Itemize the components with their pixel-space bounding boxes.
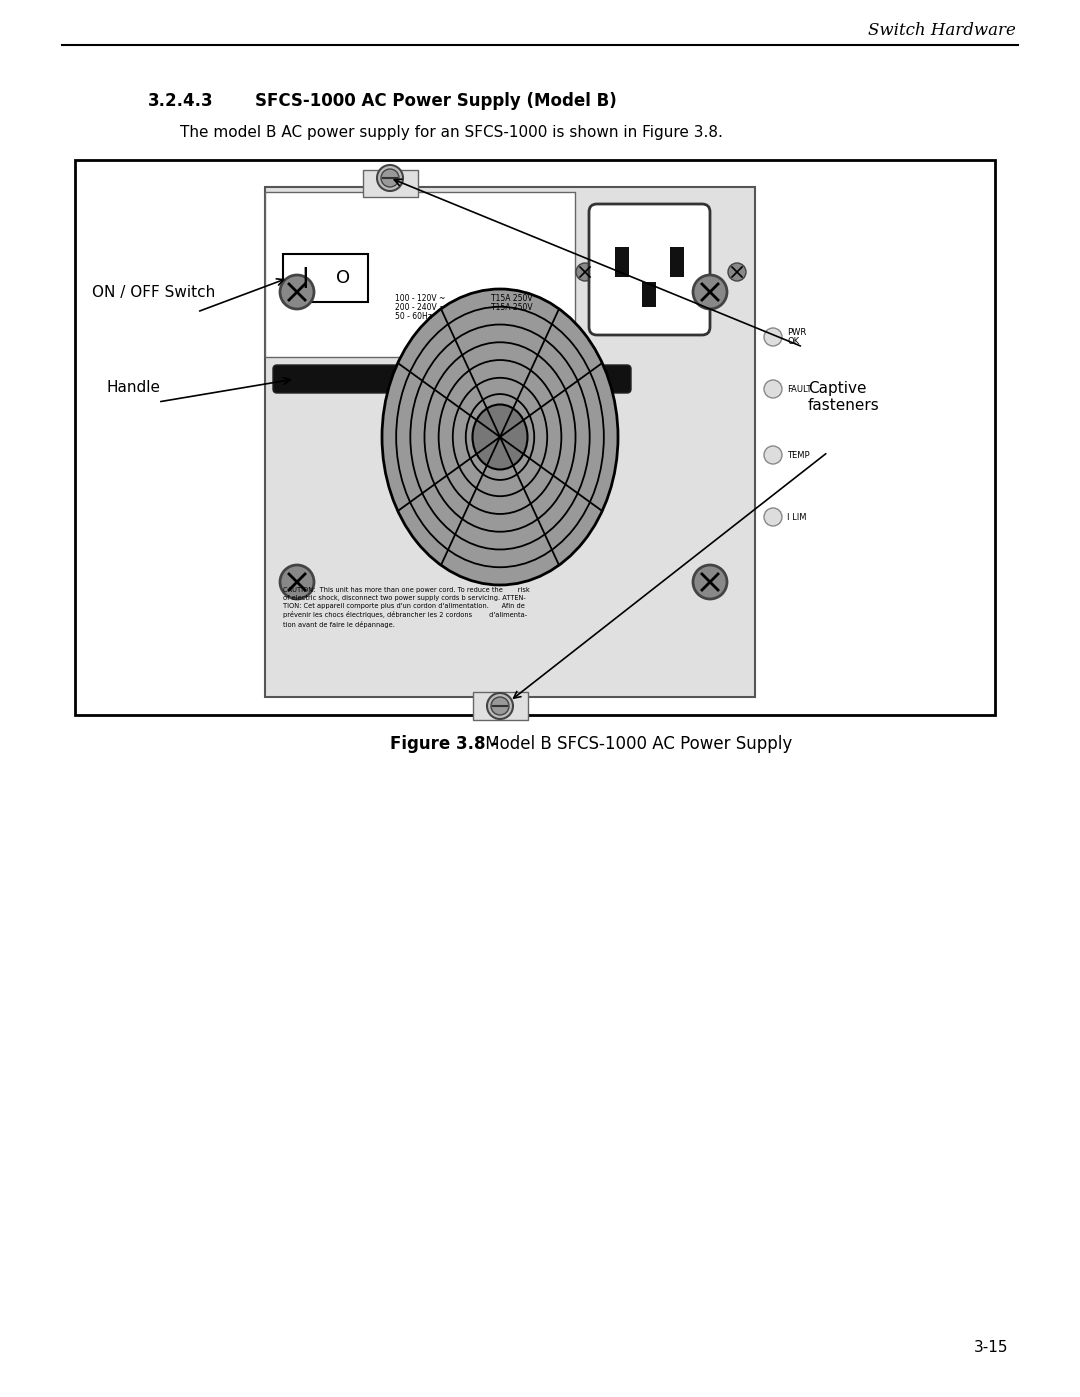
Text: O: O [336,270,350,286]
Ellipse shape [438,360,562,514]
Circle shape [381,169,399,187]
Text: SFCS-1000 AC Power Supply (Model B): SFCS-1000 AC Power Supply (Model B) [255,92,617,110]
Circle shape [693,275,727,309]
Circle shape [487,693,513,719]
Text: TEMP: TEMP [787,450,810,460]
Text: FAULT: FAULT [787,384,811,394]
Text: ON / OFF Switch: ON / OFF Switch [92,285,215,299]
Circle shape [693,564,727,599]
Circle shape [280,564,314,599]
FancyBboxPatch shape [363,170,418,197]
Text: Figure 3.8 -: Figure 3.8 - [390,735,498,753]
Circle shape [280,275,314,309]
Circle shape [764,446,782,464]
Text: PWR
OK: PWR OK [787,328,807,346]
Text: |: | [301,267,309,289]
Text: The model B AC power supply for an SFCS-1000 is shown in Figure 3.8.: The model B AC power supply for an SFCS-… [180,124,723,140]
Ellipse shape [453,377,548,496]
FancyBboxPatch shape [273,365,631,393]
Ellipse shape [410,324,590,549]
FancyBboxPatch shape [265,187,755,697]
Ellipse shape [465,394,535,481]
Text: Model B SFCS-1000 AC Power Supply: Model B SFCS-1000 AC Power Supply [480,735,793,753]
Ellipse shape [382,289,618,585]
Text: 50 - 60Hz: 50 - 60Hz [395,312,432,321]
Text: 200 - 240V ~: 200 - 240V ~ [395,303,446,312]
Bar [642,282,656,307]
Bar [470,303,488,310]
Circle shape [377,165,403,191]
Text: Handle: Handle [106,380,160,394]
FancyBboxPatch shape [473,692,528,719]
Circle shape [491,697,509,715]
Circle shape [764,380,782,398]
FancyBboxPatch shape [283,254,368,302]
Circle shape [764,509,782,527]
Text: Captive
fasteners: Captive fasteners [808,381,880,414]
Bar [615,247,629,277]
Text: 3-15: 3-15 [973,1340,1008,1355]
Text: T15A 250V: T15A 250V [491,303,532,312]
Ellipse shape [424,342,576,532]
Circle shape [764,328,782,346]
Text: Switch Hardware: Switch Hardware [868,22,1016,39]
Ellipse shape [396,307,604,567]
Text: 100 - 120V ~: 100 - 120V ~ [395,293,445,303]
Circle shape [576,263,594,281]
Text: T15A 250V: T15A 250V [491,293,532,303]
Circle shape [728,263,746,281]
Bar [470,312,488,319]
Text: I LIM: I LIM [787,513,807,521]
FancyBboxPatch shape [75,161,995,715]
FancyBboxPatch shape [265,191,575,358]
Text: 3.2.4.3: 3.2.4.3 [148,92,214,110]
Text: CAUTION:  This unit has more than one power cord. To reduce the       risk
of el: CAUTION: This unit has more than one pow… [283,587,530,627]
Bar [670,247,684,277]
Ellipse shape [473,405,527,469]
FancyBboxPatch shape [589,204,710,335]
Ellipse shape [477,409,523,465]
